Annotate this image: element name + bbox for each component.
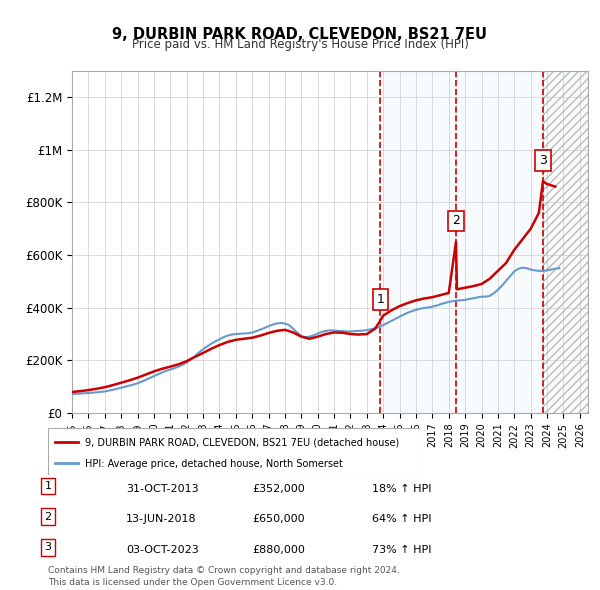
Text: 3: 3 [539,154,547,167]
FancyBboxPatch shape [48,428,420,475]
Text: 9, DURBIN PARK ROAD, CLEVEDON, BS21 7EU: 9, DURBIN PARK ROAD, CLEVEDON, BS21 7EU [113,27,487,41]
Text: HPI: Average price, detached house, North Somerset: HPI: Average price, detached house, Nort… [85,459,343,469]
Text: 3: 3 [44,542,52,552]
Text: 18% ↑ HPI: 18% ↑ HPI [372,484,431,494]
Text: 64% ↑ HPI: 64% ↑ HPI [372,514,431,525]
Bar [456,71,543,413]
Text: 2: 2 [452,214,460,227]
Text: Contains HM Land Registry data © Crown copyright and database right 2024.
This d: Contains HM Land Registry data © Crown c… [48,566,400,587]
Text: 9, DURBIN PARK ROAD, CLEVEDON, BS21 7EU (detached house): 9, DURBIN PARK ROAD, CLEVEDON, BS21 7EU … [85,438,400,448]
Text: Price paid vs. HM Land Registry's House Price Index (HPI): Price paid vs. HM Land Registry's House … [131,38,469,51]
Text: 73% ↑ HPI: 73% ↑ HPI [372,545,431,555]
Bar [543,71,588,413]
Text: £352,000: £352,000 [252,484,305,494]
Text: £650,000: £650,000 [252,514,305,525]
Text: 31-OCT-2013: 31-OCT-2013 [126,484,199,494]
Text: 2: 2 [44,512,52,522]
Text: 03-OCT-2023: 03-OCT-2023 [126,545,199,555]
Text: 1: 1 [377,293,385,306]
Text: £880,000: £880,000 [252,545,305,555]
Bar [380,71,456,413]
Text: 13-JUN-2018: 13-JUN-2018 [126,514,197,525]
Text: 1: 1 [44,481,52,491]
Bar [543,71,588,413]
